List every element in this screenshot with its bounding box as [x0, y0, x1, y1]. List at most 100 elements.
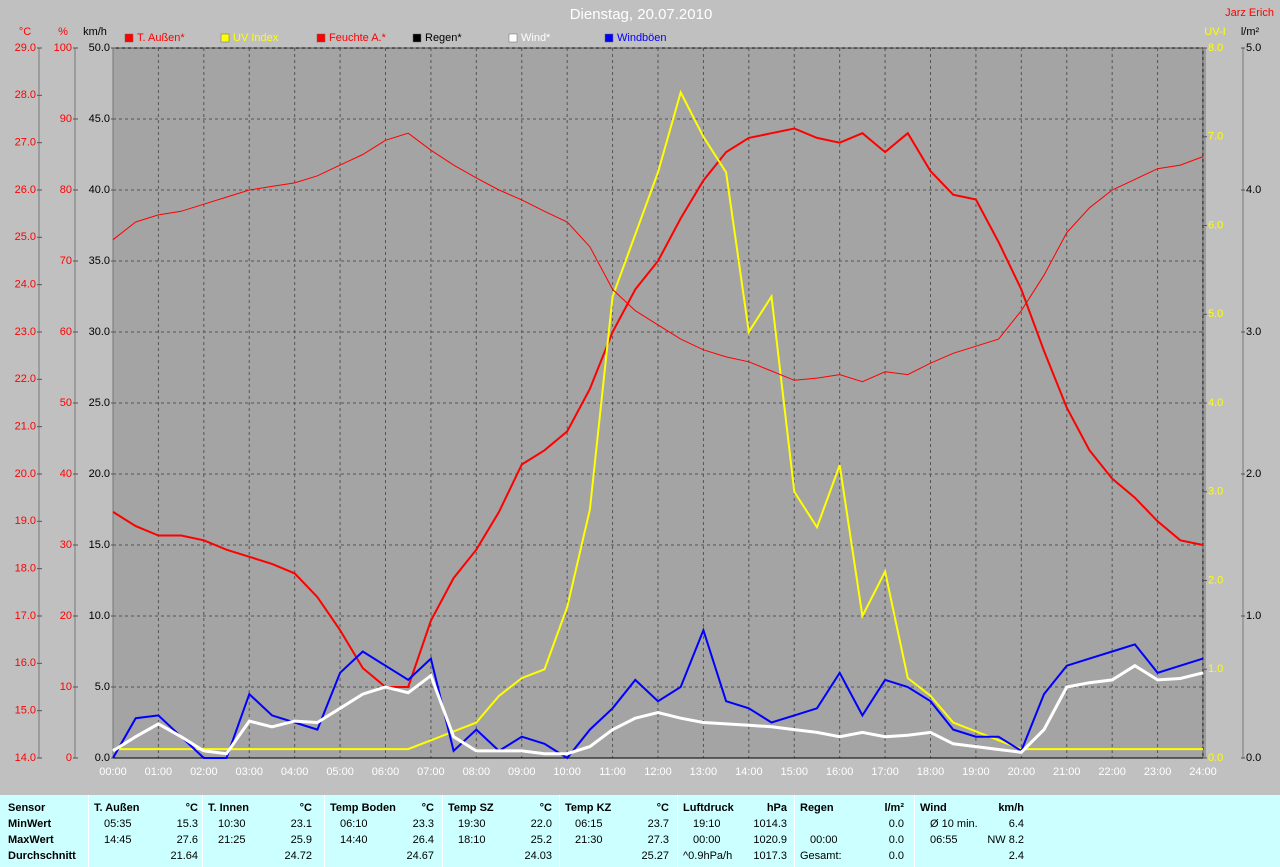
author: Jarz Erich: [1225, 7, 1274, 19]
y-tick-label: 15.0: [15, 705, 36, 717]
series-line: [112, 127, 1204, 688]
axis-unit: l/m²: [1241, 26, 1260, 38]
y-tick-label: 18.0: [15, 563, 36, 575]
legend-swatch: [508, 33, 518, 43]
legend-swatch: [412, 33, 422, 43]
table-cell: 0.0: [888, 818, 904, 830]
legend-label: Windböen: [617, 32, 667, 44]
y-tick-label: 6.0: [1208, 219, 1223, 231]
y-tick-label: 14.0: [15, 752, 36, 764]
y-tick-label: 17.0: [15, 610, 36, 622]
group-unit: km/h: [998, 802, 1024, 814]
table-cell: 18:10: [458, 834, 486, 846]
y-tick-label: 30.0: [89, 326, 110, 338]
y-tick-label: 10.0: [89, 610, 110, 622]
y-tick-label: 19.0: [15, 515, 36, 527]
y-tick-label: 2.0: [1208, 574, 1223, 586]
y-tick-label: 2.0: [1246, 468, 1261, 480]
y-tick-label: 0.0: [1208, 752, 1223, 764]
y-tick-label: 15.0: [89, 539, 110, 551]
y-tick-label: 0.0: [95, 752, 110, 764]
y-tick-label: 100: [54, 42, 72, 54]
table-cell: 24.72: [284, 850, 312, 862]
y-tick-label: 7.0: [1208, 131, 1223, 143]
table-cell: 23.7: [647, 818, 669, 830]
x-tick-label: 08:00: [463, 766, 491, 778]
x-tick-label: 20:00: [1008, 766, 1036, 778]
table-cell: 24.03: [524, 850, 552, 862]
x-tick-label: 24:00: [1189, 766, 1217, 778]
table-cell: 00:00: [693, 834, 721, 846]
y-tick-label: 50.0: [89, 42, 110, 54]
table-cell: 06:15: [575, 818, 603, 830]
x-tick-label: 18:00: [917, 766, 945, 778]
x-tick-label: 17:00: [871, 766, 899, 778]
legend-label: Feuchte A.*: [329, 32, 387, 44]
x-tick-label: 02:00: [190, 766, 218, 778]
y-tick-label: 5.0: [1246, 42, 1261, 54]
table-cell: 21.64: [170, 850, 198, 862]
separator: [88, 795, 89, 867]
group-unit: °C: [299, 802, 312, 814]
legend-swatch: [124, 33, 134, 43]
y-tick-label: 21.0: [15, 421, 36, 433]
row-label: Durchschnitt: [8, 850, 76, 862]
y-tick-label: 1.0: [1208, 663, 1223, 675]
y-tick-label: 8.0: [1208, 42, 1223, 54]
table-cell: 1020.9: [753, 834, 787, 846]
group-unit: l/m²: [884, 802, 904, 814]
table-cell: 0.0: [888, 850, 904, 862]
x-tick-label: 03:00: [235, 766, 263, 778]
series-line: [112, 663, 1204, 756]
table-cell: 19:10: [693, 818, 721, 830]
y-tick-label: 28.0: [15, 89, 36, 101]
legend-label: T. Außen*: [137, 32, 185, 44]
table-cell: 00:00: [810, 834, 838, 846]
group-header: T. Außen: [94, 802, 140, 814]
table-cell: ^0.9hPa/h: [683, 850, 733, 862]
axis-unit: UV-I: [1204, 26, 1225, 38]
table-cell: 25.27: [641, 850, 669, 862]
x-tick-label: 19:00: [962, 766, 990, 778]
group-header: T. Innen: [208, 802, 249, 814]
table-cell: 23.1: [290, 818, 312, 830]
row-label: MinWert: [8, 818, 52, 830]
group-unit: °C: [539, 802, 552, 814]
group-header: Wind: [920, 802, 947, 814]
y-tick-label: 23.0: [15, 326, 36, 338]
table-cell: 25.9: [290, 834, 312, 846]
table-cell: 21:25: [218, 834, 246, 846]
x-tick-label: 11:00: [599, 766, 626, 778]
group-header: Luftdruck: [683, 802, 734, 814]
axis-unit: km/h: [83, 26, 107, 38]
row-label: Sensor: [8, 802, 46, 814]
y-tick-label: 3.0: [1208, 486, 1223, 498]
table-cell: 1017.3: [753, 850, 787, 862]
x-tick-label: 15:00: [780, 766, 808, 778]
group-unit: °C: [185, 802, 198, 814]
table-cell: 2.4: [1008, 850, 1024, 862]
table-cell: 05:35: [104, 818, 132, 830]
table-cell: NW 8.2: [987, 834, 1024, 846]
x-tick-label: 04:00: [281, 766, 309, 778]
table-cell: 06:55: [930, 834, 958, 846]
legend-swatch: [604, 33, 614, 43]
y-tick-label: 24.0: [15, 279, 36, 291]
separator: [794, 795, 795, 867]
x-tick-label: 22:00: [1098, 766, 1126, 778]
legend-label: Regen*: [425, 32, 462, 44]
group-unit: °C: [421, 802, 434, 814]
y-tick-label: 50: [60, 397, 72, 409]
separator: [442, 795, 443, 867]
table-cell: 14:40: [340, 834, 368, 846]
legend-label: Wind*: [521, 32, 551, 44]
group-header: Regen: [800, 802, 834, 814]
y-tick-label: 45.0: [89, 113, 110, 125]
x-tick-label: 21:00: [1053, 766, 1081, 778]
axis-unit: °C: [19, 26, 31, 38]
table-cell: 14:45: [104, 834, 132, 846]
x-tick-label: 10:00: [553, 766, 581, 778]
y-tick-label: 22.0: [15, 373, 36, 385]
table-cell: 19:30: [458, 818, 486, 830]
table-cell: 27.6: [176, 834, 198, 846]
